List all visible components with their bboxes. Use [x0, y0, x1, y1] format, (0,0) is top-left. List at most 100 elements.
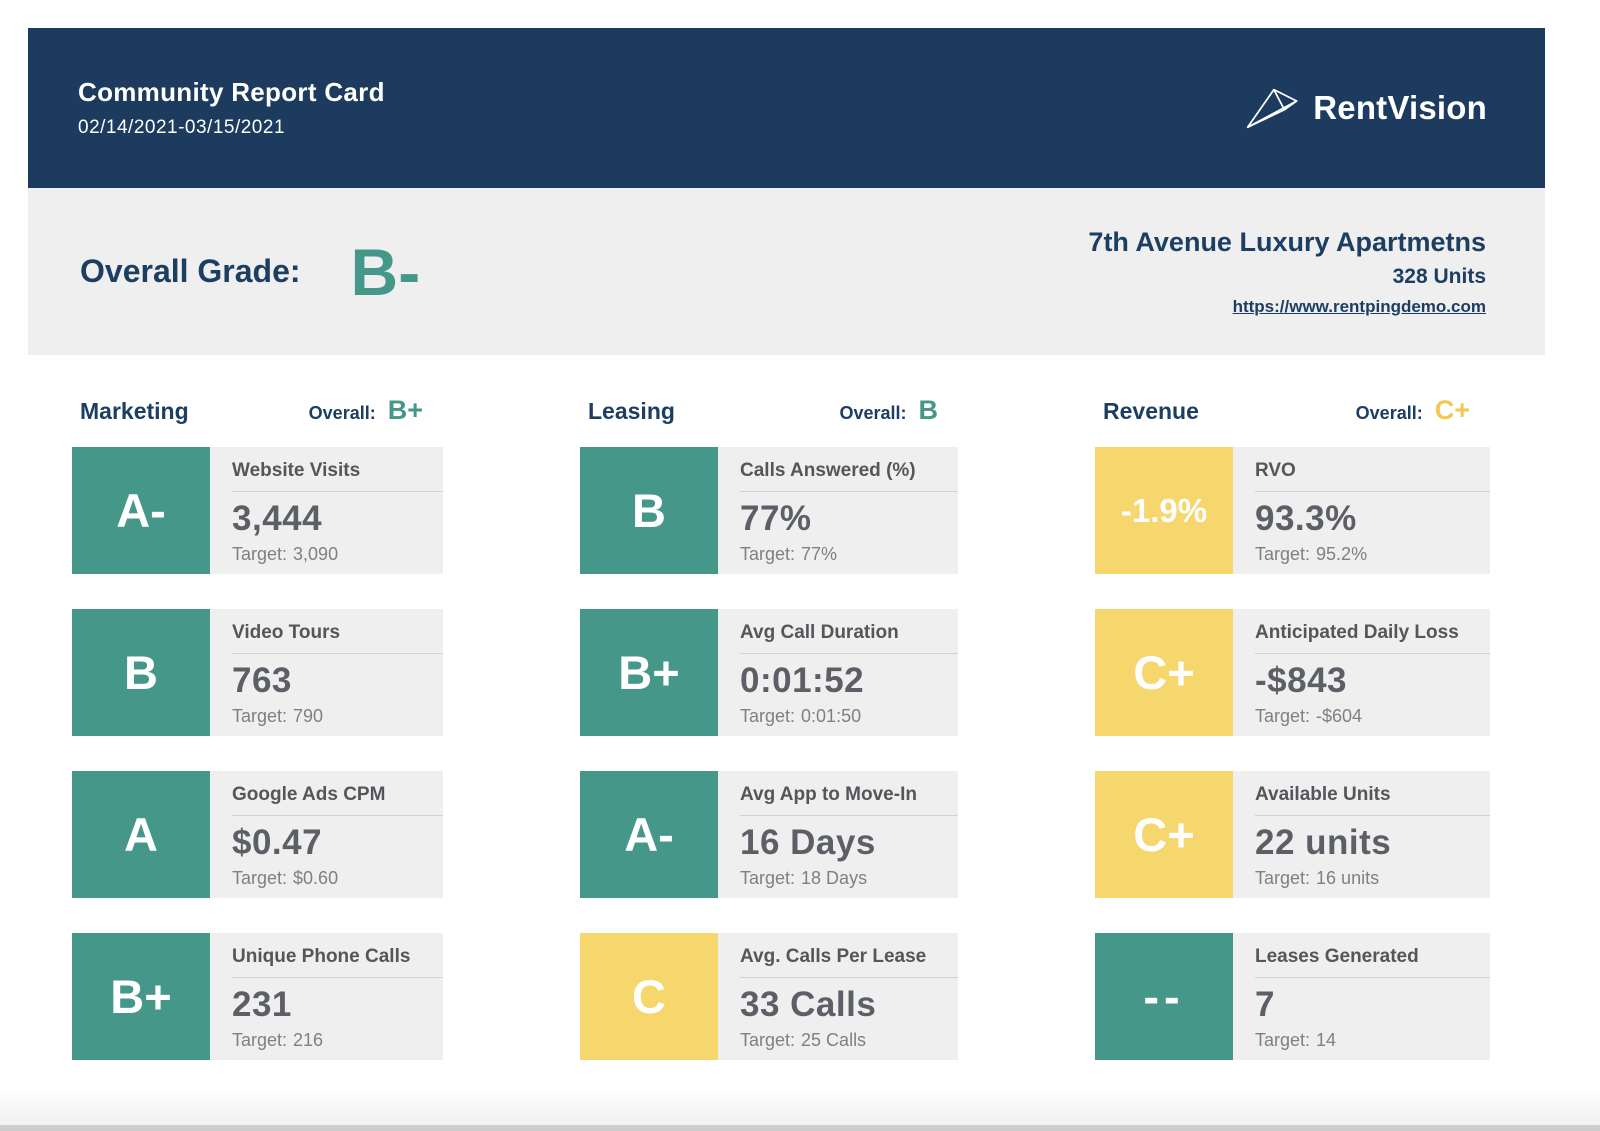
property-info: 7th Avenue Luxury Apartmetns 328 Units h… [1088, 227, 1486, 317]
overall-grade: B [918, 395, 939, 425]
grade-tile: B+ [72, 933, 210, 1060]
metric-value: -$843 [1255, 661, 1348, 700]
overall-grade: B+ [387, 395, 423, 425]
metric-card-unique-phone-calls: B+ Unique Phone Calls 231 Target: 216 [72, 933, 443, 1060]
overall-grade-value: B- [350, 234, 421, 309]
metric-target: Target: 216 [232, 1030, 443, 1051]
section-title: Revenue [1103, 398, 1199, 424]
report-header-text: Community Report Card 02/14/2021-03/15/2… [78, 77, 385, 139]
metric-value: 33 Calls [740, 985, 877, 1024]
section-title: Marketing [80, 398, 189, 424]
metric-target: Target: 16 units [1255, 868, 1490, 889]
target-label: Target: [740, 868, 796, 888]
metric-info: Calls Answered (%) 77% Target: 77% [718, 447, 958, 574]
metric-value: 16 Days [740, 823, 876, 862]
metric-label: Avg App to Move-In [740, 784, 958, 816]
metric-value: 77% [740, 499, 812, 538]
target-value: 14 [1316, 1030, 1337, 1050]
grade-tile: -- [1095, 933, 1233, 1060]
metric-info: Available Units 22 units Target: 16 units [1233, 771, 1490, 898]
metric-target: Target: 14 [1255, 1030, 1490, 1051]
report-date-range: 02/14/2021-03/15/2021 [78, 117, 286, 138]
metrics-grid: Marketing Overall: B+ A- Website Visits … [28, 355, 1545, 1095]
overall-label: Overall: [1355, 403, 1423, 423]
section-title: Leasing [588, 398, 675, 424]
metric-card-leases-generated: -- Leases Generated 7 Target: 14 [1095, 933, 1490, 1060]
metric-card-google-ads-cpm: A Google Ads CPM $0.47 Target: $0.60 [72, 771, 443, 898]
rentvision-kite-icon [1245, 85, 1301, 131]
brand-logo: RentVision [1245, 85, 1487, 131]
metric-info: Anticipated Daily Loss -$843 Target: -$60… [1233, 609, 1490, 736]
metric-value: 93.3% [1255, 499, 1357, 538]
property-website-link[interactable]: https://www.rentpingdemo.com [1232, 296, 1486, 316]
metric-label: Available Units [1255, 784, 1490, 816]
metric-target: Target: 0:01:50 [740, 706, 958, 727]
metric-card-website-visits: A- Website Visits 3,444 Target: 3,090 [72, 447, 443, 574]
section-revenue-header: Revenue Overall: C+ [1095, 395, 1490, 429]
metric-card-rvo: -1.9% RVO 93.3% Target: 95.2% [1095, 447, 1490, 574]
target-label: Target: [1255, 868, 1311, 888]
target-label: Target: [232, 1030, 288, 1050]
grade-tile: A- [580, 771, 718, 898]
grade-tile: -1.9% [1095, 447, 1233, 574]
metric-value: 7 [1255, 985, 1275, 1024]
metric-target: Target: -$604 [1255, 706, 1490, 727]
target-value: 77% [801, 544, 838, 564]
metric-label: RVO [1255, 460, 1490, 492]
metric-target: Target: 18 Days [740, 868, 958, 889]
overall-grade: C+ [1434, 395, 1470, 425]
section-overall-grade: Overall: B+ [309, 395, 423, 426]
target-value: 0:01:50 [801, 706, 862, 726]
metric-info: Website Visits 3,444 Target: 3,090 [210, 447, 443, 574]
grade-tile: B [580, 447, 718, 574]
target-label: Target: [1255, 544, 1311, 564]
report-header: Community Report Card 02/14/2021-03/15/2… [28, 28, 1545, 188]
metric-label: Anticipated Daily Loss [1255, 622, 1490, 654]
grade-tile: B+ [580, 609, 718, 736]
metric-card-avg-calls-per-lease: C Avg. Calls Per Lease 33 Calls Target: 2… [580, 933, 958, 1060]
metric-info: Avg. Calls Per Lease 33 Calls Target: 25 … [718, 933, 958, 1060]
target-value: 790 [293, 706, 324, 726]
metric-target: Target: 3,090 [232, 544, 443, 565]
metric-target: Target: 95.2% [1255, 544, 1490, 565]
metric-value: 231 [232, 985, 292, 1024]
overall-grade-group: Overall Grade: B- [80, 239, 420, 305]
metric-label: Avg. Calls Per Lease [740, 946, 958, 978]
section-marketing: Marketing Overall: B+ A- Website Visits … [72, 395, 443, 1095]
overall-label: Overall: [308, 403, 376, 423]
overall-grade-label: Overall Grade: [80, 253, 301, 289]
section-leasing: Leasing Overall: B B Calls Answered (%) … [580, 395, 958, 1095]
target-value: 216 [293, 1030, 324, 1050]
section-leasing-header: Leasing Overall: B [580, 395, 958, 429]
metric-info: Unique Phone Calls 231 Target: 216 [210, 933, 443, 1060]
metric-card-available-units: C+ Available Units 22 units Target: 16 un… [1095, 771, 1490, 898]
property-name: 7th Avenue Luxury Apartmetns [1088, 226, 1486, 257]
grade-tile: C [580, 933, 718, 1060]
metric-card-calls-answered: B Calls Answered (%) 77% Target: 77% [580, 447, 958, 574]
metric-label: Leases Generated [1255, 946, 1490, 978]
metric-target: Target: $0.60 [232, 868, 443, 889]
target-label: Target: [740, 544, 796, 564]
metric-card-anticipated-daily-loss: C+ Anticipated Daily Loss -$843 Target: -… [1095, 609, 1490, 736]
target-value: 3,090 [293, 544, 339, 564]
target-value: 18 Days [801, 868, 868, 888]
metric-info: Google Ads CPM $0.47 Target: $0.60 [210, 771, 443, 898]
grade-tile: C+ [1095, 609, 1233, 736]
grade-tile: A [72, 771, 210, 898]
section-marketing-header: Marketing Overall: B+ [72, 395, 443, 429]
metric-info: Leases Generated 7 Target: 14 [1233, 933, 1490, 1060]
metric-label: Avg Call Duration [740, 622, 958, 654]
grade-tile: A- [72, 447, 210, 574]
section-overall-grade: Overall: B [839, 395, 938, 426]
target-value: 16 units [1316, 868, 1380, 888]
grade-tile: C+ [1095, 771, 1233, 898]
viewer-bottom-edge [0, 1125, 1600, 1131]
target-label: Target: [232, 544, 288, 564]
section-overall-grade: Overall: C+ [1356, 395, 1470, 426]
metric-value: $0.47 [232, 823, 323, 862]
metric-label: Google Ads CPM [232, 784, 443, 816]
metric-info: Avg App to Move-In 16 Days Target: 18 Day… [718, 771, 958, 898]
target-value: 25 Calls [801, 1030, 867, 1050]
metric-card-avg-app-to-move-in: A- Avg App to Move-In 16 Days Target: 18 … [580, 771, 958, 898]
metric-target: Target: 77% [740, 544, 958, 565]
